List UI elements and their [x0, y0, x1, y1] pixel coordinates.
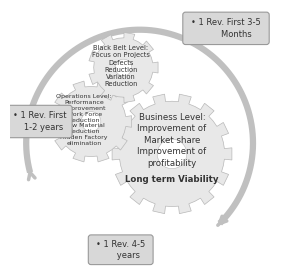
Text: Business Level:
Improvement of
Market share
Improvement of
profitability: Business Level: Improvement of Market sh…: [137, 113, 206, 168]
Polygon shape: [115, 59, 132, 76]
FancyBboxPatch shape: [88, 235, 153, 265]
Polygon shape: [89, 32, 158, 103]
Text: Black Belt Level:
Focus on Projects
Defects
Reduction
Variation
Reduction: Black Belt Level: Focus on Projects Defe…: [92, 45, 150, 87]
Polygon shape: [50, 81, 132, 162]
Polygon shape: [81, 112, 101, 131]
FancyBboxPatch shape: [183, 12, 269, 45]
Text: • 1 Rev. First 3-5
        Months: • 1 Rev. First 3-5 Months: [191, 18, 261, 39]
Text: • 1 Rev. First
   1-2 years: • 1 Rev. First 1-2 years: [13, 111, 66, 132]
Polygon shape: [112, 94, 232, 214]
Text: Operations Level:
Performance
Improvement
Work Force
Reduction
Raw Material
Redu: Operations Level: Performance Improvemen…: [57, 94, 112, 146]
Polygon shape: [157, 139, 187, 169]
Text: • 1 Rev. 4-5
      years: • 1 Rev. 4-5 years: [96, 239, 145, 260]
Text: Long term Viability: Long term Viability: [125, 175, 219, 184]
FancyBboxPatch shape: [7, 105, 72, 138]
